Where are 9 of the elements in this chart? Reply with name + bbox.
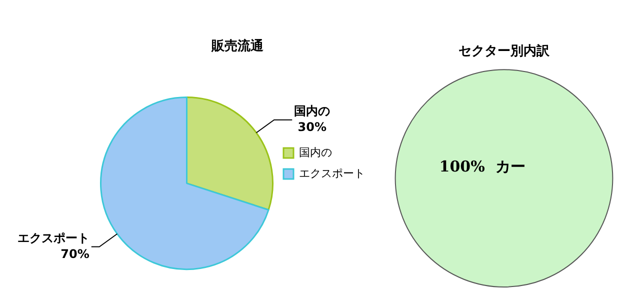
- chart-title: 販売流通: [210, 38, 264, 54]
- data-label: 70%: [60, 246, 90, 261]
- legend-label: エクスポート: [299, 166, 365, 180]
- legend-label: 国内の: [299, 146, 332, 159]
- slice-label: エクスポート: [17, 230, 90, 245]
- slice-label: 100% カー: [439, 157, 526, 176]
- chart-title: セクター別内訳: [458, 43, 550, 60]
- data-label: 30%: [298, 120, 326, 134]
- slice-label: 国内の: [294, 104, 330, 118]
